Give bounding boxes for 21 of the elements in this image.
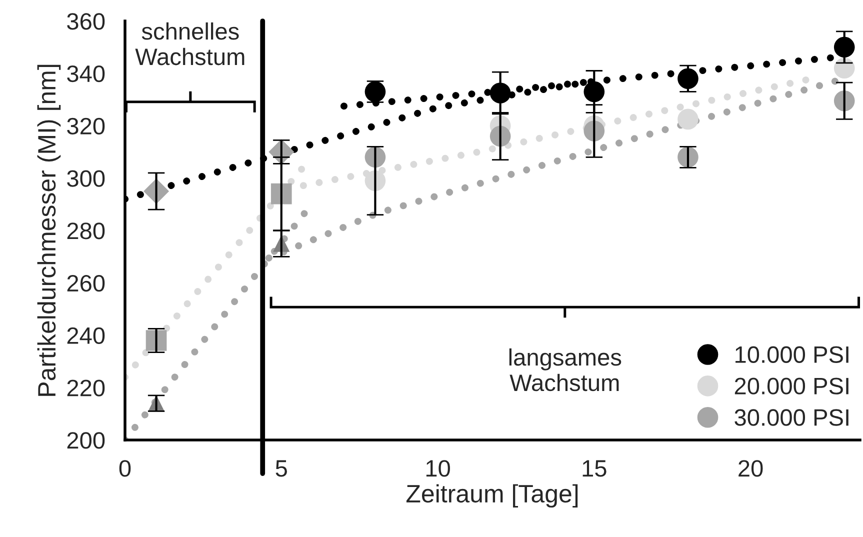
y-tick-label: 340: [67, 65, 105, 82]
x-axis-title: Zeitraum [Tage]: [406, 484, 578, 508]
x-tick-label: 5: [276, 460, 287, 477]
y-tick-label: 360: [67, 13, 105, 30]
x-tick-label: 0: [119, 460, 131, 477]
annotation: langsames Wachstum: [509, 348, 622, 392]
y-tick-label: 300: [67, 170, 105, 187]
y-tick-label: 240: [67, 327, 105, 344]
y-tick-label: 280: [67, 222, 105, 240]
x-tick-label: 20: [738, 460, 763, 477]
y-axis-title: Partikeldurchmesser (MI) [nm]: [37, 64, 61, 396]
y-tick-label: 320: [67, 118, 105, 135]
legend-label: 20.000 PSI: [734, 378, 848, 394]
y-tick-label: 260: [67, 274, 105, 292]
x-tick-label: 10: [426, 460, 450, 477]
legend-label: 30.000 PSI: [734, 409, 848, 426]
y-tick-label: 200: [67, 432, 105, 449]
annotation: schnelles Wachstum: [135, 22, 244, 66]
y-tick-label: 220: [67, 380, 105, 396]
legend-label: 10.000 PSI: [736, 346, 848, 363]
x-tick-label: 15: [582, 460, 606, 477]
